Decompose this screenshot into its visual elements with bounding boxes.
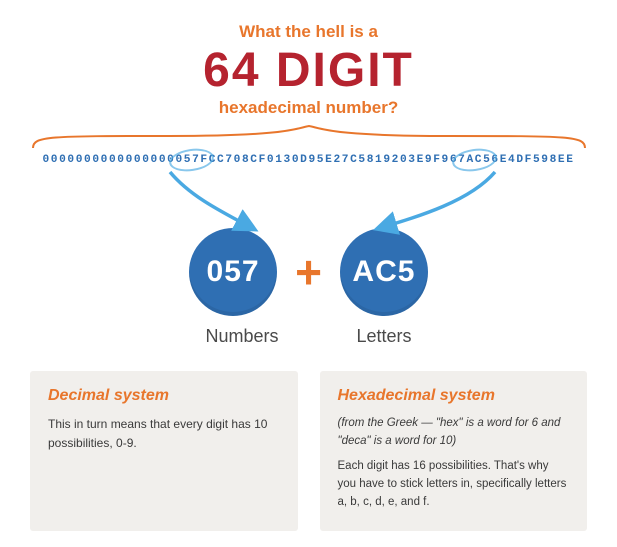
hex-seg-1: 0000000000000000 bbox=[42, 154, 175, 166]
hex-highlight-057: 057F bbox=[175, 154, 208, 166]
heading: What the hell is a 64 DIGIT hexadecimal … bbox=[0, 0, 617, 118]
hex-highlight-ac5: 7AC5 bbox=[458, 154, 491, 166]
arrow-right-icon bbox=[360, 166, 530, 244]
decimal-card: Decimal system This in turn means that e… bbox=[30, 371, 298, 531]
curly-brace bbox=[0, 124, 617, 152]
hexadecimal-card-title: Hexadecimal system bbox=[338, 387, 570, 405]
heading-line3: hexadecimal number? bbox=[0, 98, 617, 118]
heading-line1: What the hell is a bbox=[0, 22, 617, 42]
hex-seg-2: CC708CF0130D95E27C5819203E9F96 bbox=[209, 154, 458, 166]
heading-line2: 64 DIGIT bbox=[0, 46, 617, 96]
info-cards: Decimal system This in turn means that e… bbox=[0, 371, 617, 531]
circle-labels: Numbers Letters bbox=[0, 326, 617, 347]
decimal-card-body: This in turn means that every digit has … bbox=[48, 415, 280, 452]
arrow-left-icon bbox=[140, 166, 280, 244]
hexadecimal-card: Hexadecimal system (from the Greek — "he… bbox=[320, 371, 588, 531]
hex-string: 0000000000000000057FCC708CF0130D95E27C58… bbox=[0, 154, 617, 166]
hexadecimal-card-sub: (from the Greek — "hex" is a word for 6 … bbox=[338, 415, 570, 450]
plus-icon: + bbox=[295, 249, 322, 295]
brace-icon bbox=[29, 124, 589, 152]
hexadecimal-card-body: Each digit has 16 possibilities. That's … bbox=[338, 458, 570, 511]
arrows-layer bbox=[0, 166, 617, 234]
hex-seg-3: 6E4DF598EE bbox=[491, 154, 574, 166]
numbers-label: Numbers bbox=[205, 326, 278, 347]
decimal-card-title: Decimal system bbox=[48, 387, 280, 405]
letters-label: Letters bbox=[357, 326, 412, 347]
